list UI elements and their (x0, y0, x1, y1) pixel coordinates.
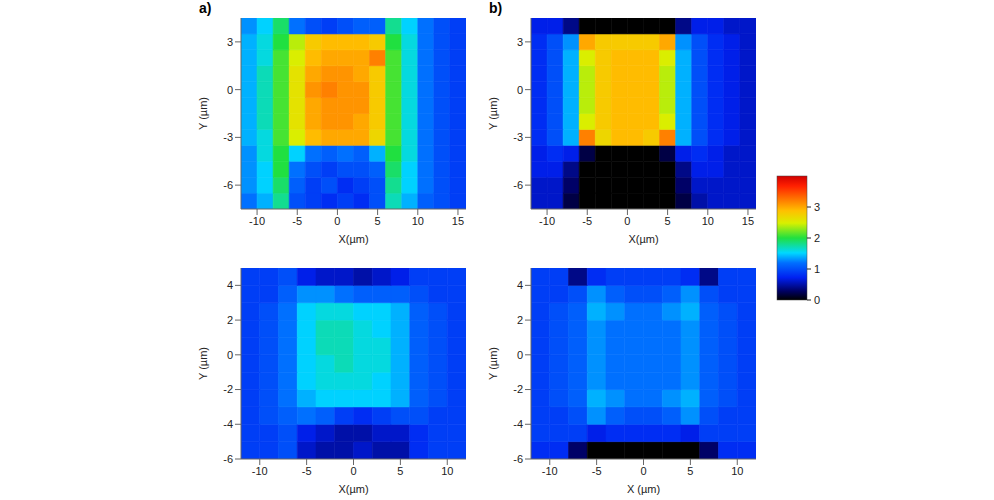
svg-text:0: 0 (814, 294, 820, 306)
svg-text:1: 1 (814, 263, 820, 275)
svg-text:-3: -3 (513, 131, 523, 143)
svg-text:-10: -10 (539, 215, 555, 227)
svg-text:10: 10 (441, 465, 453, 477)
svg-text:Y (µm): Y (µm) (487, 347, 499, 380)
svg-text:0: 0 (517, 349, 523, 361)
svg-text:0: 0 (350, 465, 356, 477)
svg-text:X(µm): X(µm) (338, 483, 368, 495)
svg-text:Y (µm): Y (µm) (487, 97, 499, 130)
svg-text:X(µm): X(µm) (628, 233, 658, 245)
svg-text:10: 10 (412, 215, 424, 227)
svg-text:0: 0 (334, 215, 340, 227)
svg-text:10: 10 (731, 465, 743, 477)
svg-text:5: 5 (375, 215, 381, 227)
svg-text:2: 2 (814, 232, 820, 244)
svg-text:-6: -6 (513, 453, 523, 465)
svg-text:0: 0 (227, 84, 233, 96)
svg-text:-5: -5 (292, 215, 302, 227)
svg-text:3: 3 (227, 36, 233, 48)
html-text:a): a) (199, 0, 212, 16)
svg-text:15: 15 (452, 215, 464, 227)
svg-text:-5: -5 (302, 465, 312, 477)
svg-text:4: 4 (517, 279, 523, 291)
svg-text:3: 3 (517, 36, 523, 48)
svg-text:3: 3 (814, 201, 820, 213)
svg-text:-6: -6 (223, 179, 233, 191)
svg-text:-10: -10 (542, 465, 558, 477)
svg-text:15: 15 (742, 215, 754, 227)
svg-text:-10: -10 (249, 215, 265, 227)
svg-text:X(µm): X(µm) (338, 233, 368, 245)
svg-text:0: 0 (227, 349, 233, 361)
svg-text:5: 5 (397, 465, 403, 477)
svg-text:-3: -3 (223, 131, 233, 143)
svg-text:-2: -2 (223, 383, 233, 395)
svg-text:-4: -4 (223, 418, 233, 430)
svg-text:4: 4 (227, 279, 233, 291)
html-text:b): b) (489, 0, 503, 16)
svg-text:10: 10 (702, 215, 714, 227)
svg-text:-6: -6 (513, 179, 523, 191)
svg-text:-2: -2 (513, 383, 523, 395)
svg-text:5: 5 (665, 215, 671, 227)
svg-text:5: 5 (687, 465, 693, 477)
svg-text:-6: -6 (223, 453, 233, 465)
svg-text:X (µm): X (µm) (627, 483, 660, 495)
svg-text:Y (µm): Y (µm) (197, 347, 209, 380)
svg-text:-5: -5 (592, 465, 602, 477)
svg-text:2: 2 (227, 314, 233, 326)
svg-text:-10: -10 (252, 465, 268, 477)
svg-text:-4: -4 (513, 418, 523, 430)
svg-text:0: 0 (640, 465, 646, 477)
svg-text:2: 2 (517, 314, 523, 326)
svg-text:0: 0 (517, 84, 523, 96)
svg-text:Y (µm): Y (µm) (197, 97, 209, 130)
svg-text:-5: -5 (582, 215, 592, 227)
svg-text:0: 0 (624, 215, 630, 227)
